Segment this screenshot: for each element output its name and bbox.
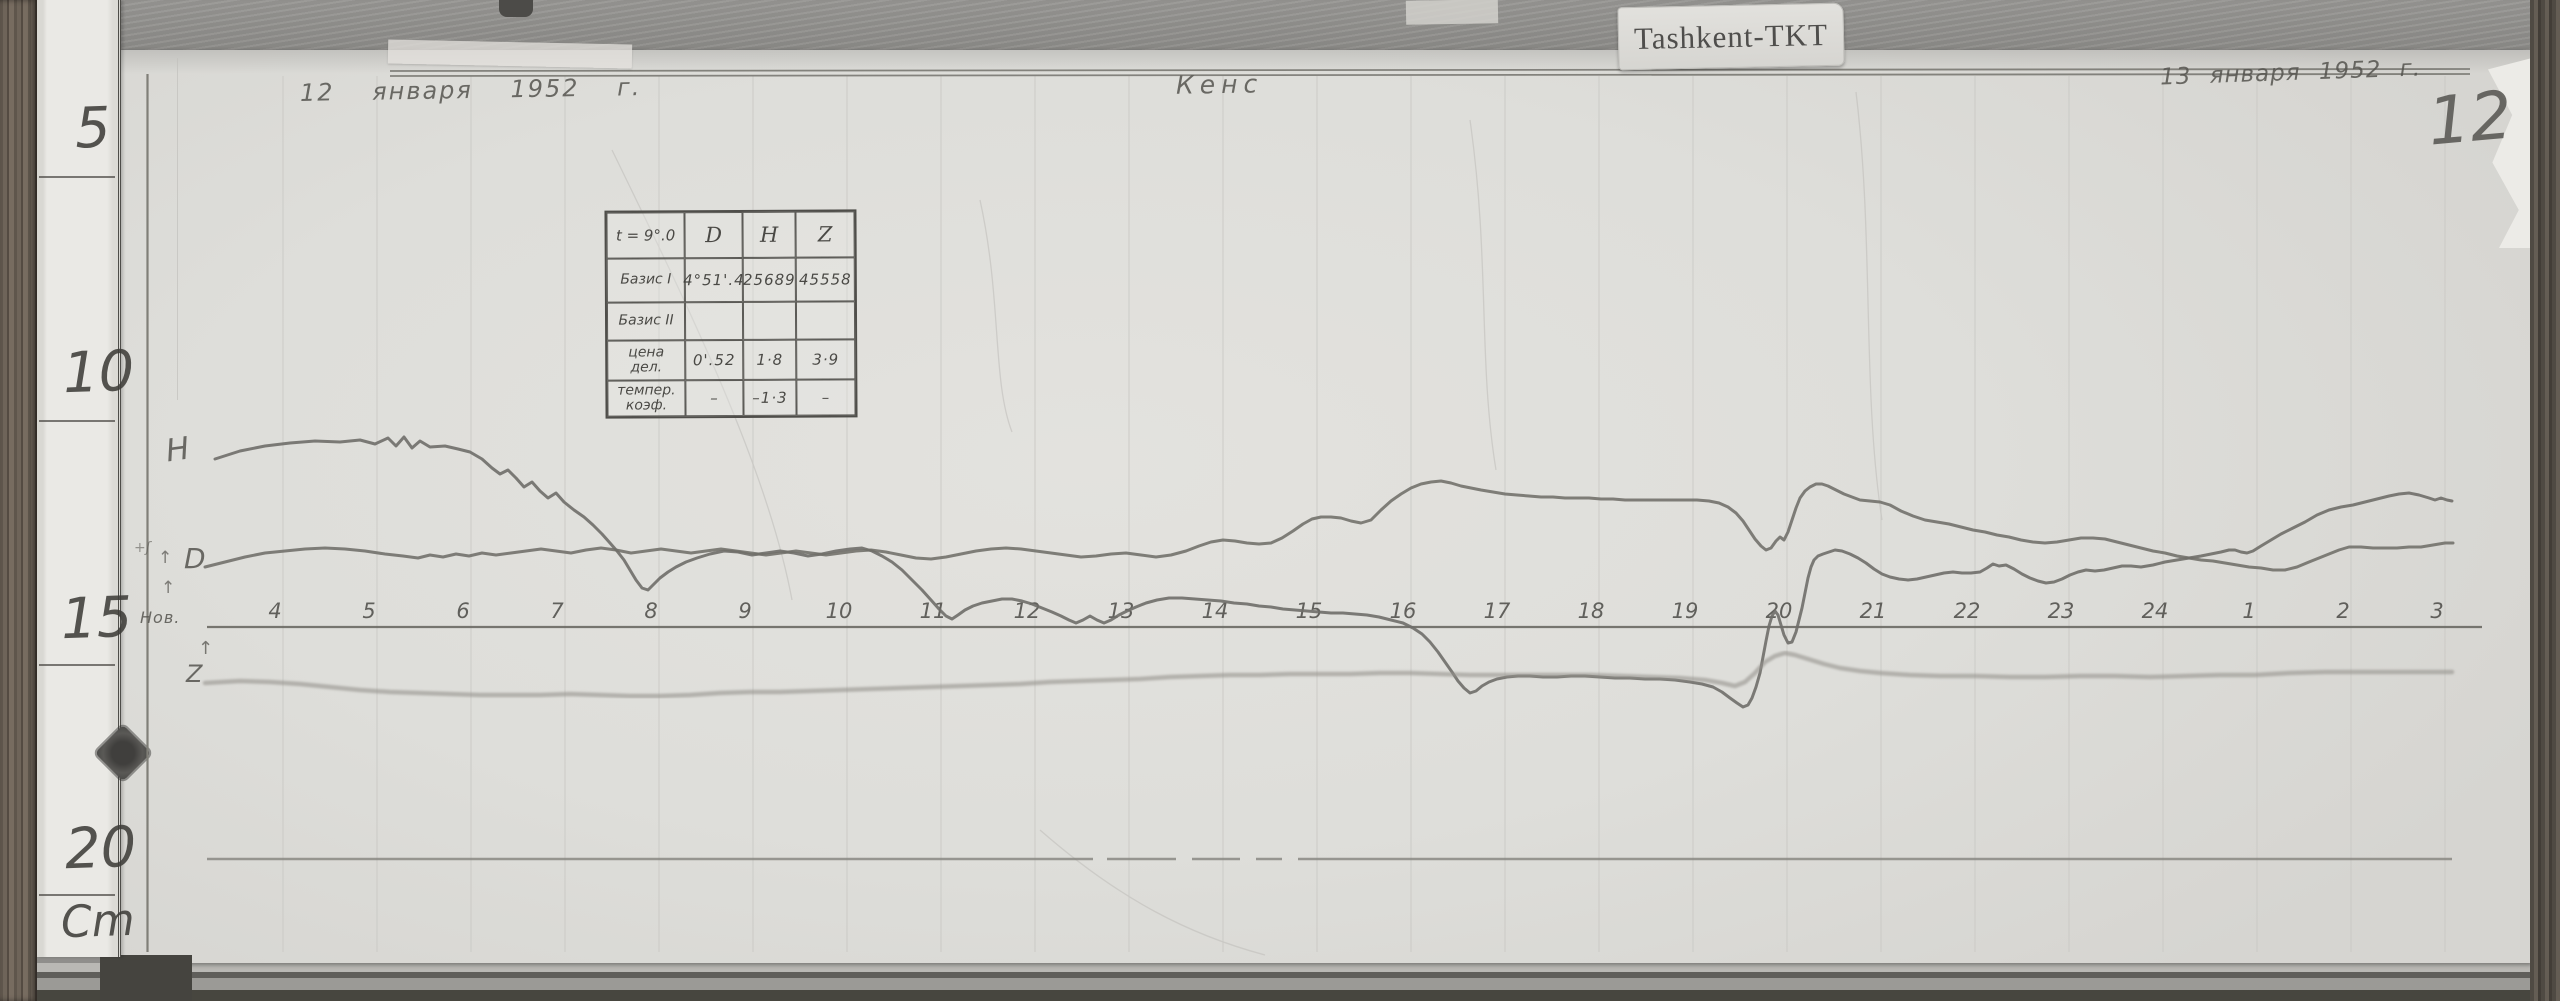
ruler-mark-5: 5 <box>73 95 112 162</box>
chart-paper <box>118 50 2532 963</box>
table-cell-value <box>684 301 744 341</box>
paper-bottom-shadow <box>37 963 2560 972</box>
table-cell-value: – <box>685 379 744 417</box>
paper-bottom-edge-line <box>37 972 2560 978</box>
station-name-text: Tashkent-TKT <box>1633 16 1829 56</box>
ruler-unit-cm: Cm <box>60 894 136 949</box>
table-cell-value <box>795 301 856 340</box>
table-cell-value: – <box>796 379 856 416</box>
up-arrow-icon: ↑ <box>198 638 214 659</box>
table-row-label: Базис I <box>606 258 685 303</box>
station-name-label: Tashkent-TKT <box>1617 2 1845 71</box>
margin-pencil-marks: +ʃ <box>134 540 151 556</box>
baseline-new-label: Нов. <box>140 608 181 627</box>
ruler-division-line <box>39 176 115 178</box>
table-cell-value: 45558 <box>795 257 855 302</box>
cm-ruler: 5 10 15 20 Cm <box>37 0 152 957</box>
table-cell-value: –1·3 <box>743 379 797 416</box>
table-cell-value: 4°51'.4 <box>683 257 745 303</box>
table-row-label: Базис II <box>606 302 686 341</box>
wood-frame-left <box>0 0 37 1001</box>
table-cell-value: 1·8 <box>743 339 797 380</box>
ruler-division-line <box>39 664 115 666</box>
trace-label-z: Z <box>186 660 203 688</box>
ruler-mark-15: 15 <box>59 584 134 653</box>
ruler-mark-20: 20 <box>63 814 138 883</box>
table-header-t: t = 9°.0 <box>606 212 685 259</box>
calibration-table: t = 9°.0 D H Z Базис I 4°51'.4 25689 45558 Базис… <box>604 209 858 419</box>
bottom-left-dark-patch <box>100 955 192 1001</box>
table-header-component: D <box>684 211 743 259</box>
center-signature: Кенс <box>1175 69 1264 100</box>
bottom-dark-edge <box>37 990 2560 1001</box>
ruler-division-line <box>39 420 115 422</box>
date-annotation-left: 12 января 1952 г. <box>299 73 642 107</box>
backing-board-bottom <box>37 978 2560 990</box>
clip-icon <box>499 0 533 17</box>
wood-frame-right <box>2530 0 2560 1001</box>
table-cell-value: 25689 <box>742 257 796 302</box>
table-cell-value <box>742 301 797 340</box>
table-row-label: цена дел. <box>607 340 686 381</box>
ruler-mark-10: 10 <box>61 338 136 407</box>
table-header-component: H <box>742 211 796 258</box>
tape-strip <box>1405 0 1499 25</box>
trace-label-d: D <box>184 542 206 575</box>
table-cell-value: 3·9 <box>796 339 856 380</box>
ruler-division-line <box>39 894 115 896</box>
table-header-component: Z <box>795 211 855 258</box>
table-cell-value: 0'.52 <box>685 339 744 381</box>
trace-label-h: H <box>163 430 192 470</box>
page-number: 12 <box>2424 76 2516 161</box>
up-arrow-icon: ↑ <box>161 578 176 598</box>
up-arrow-icon: ↑ <box>158 548 173 568</box>
table-row-label: темпер. коэф. <box>607 380 686 417</box>
tape-strip <box>387 39 633 69</box>
